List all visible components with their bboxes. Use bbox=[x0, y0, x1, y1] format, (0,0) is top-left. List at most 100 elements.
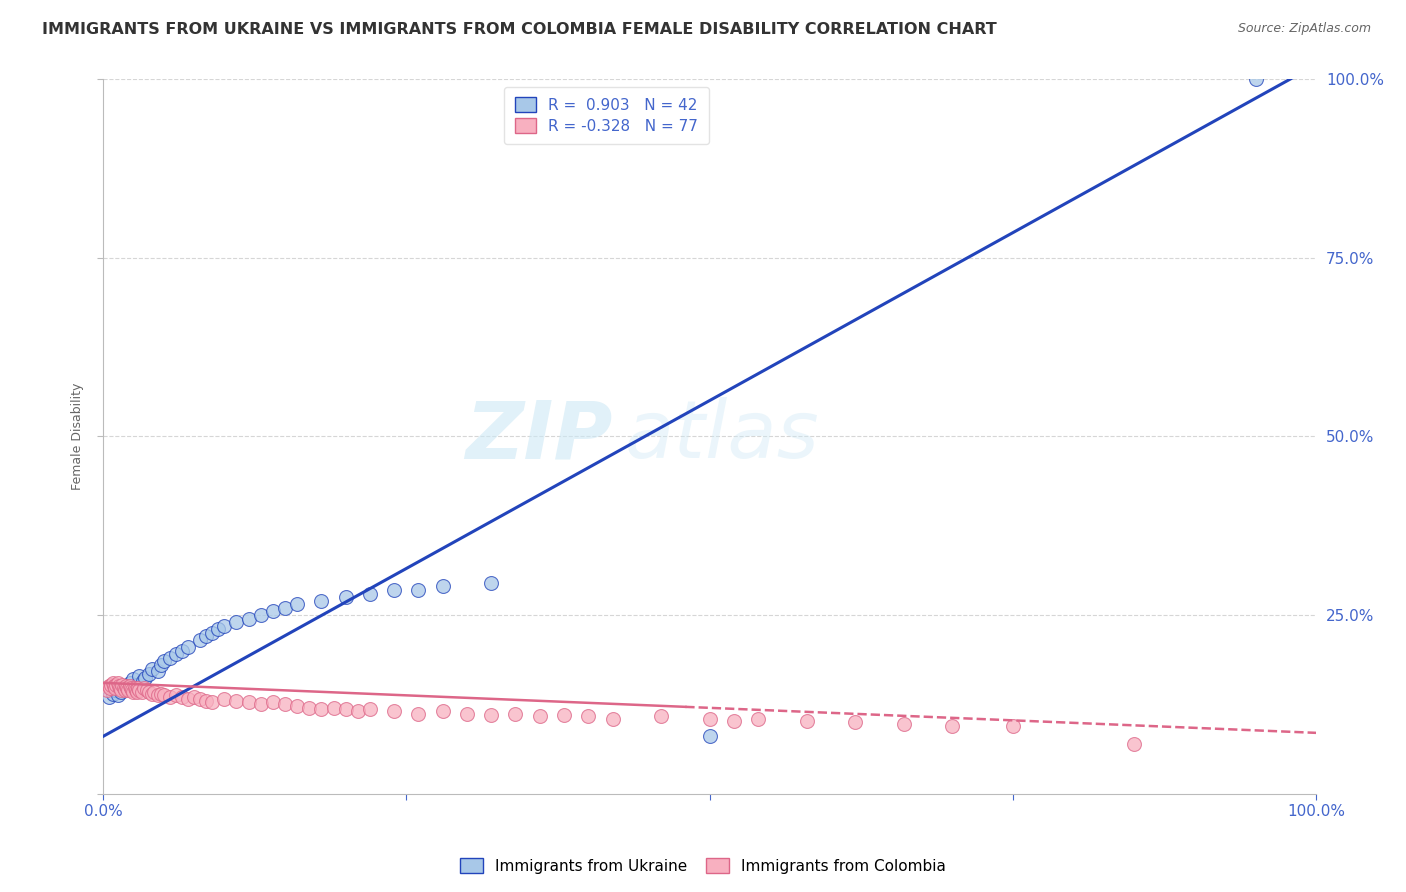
Text: ZIP: ZIP bbox=[465, 397, 613, 475]
Point bbox=[456, 706, 478, 721]
Point bbox=[285, 597, 308, 611]
Point bbox=[118, 676, 141, 690]
Point bbox=[359, 586, 381, 600]
Point bbox=[98, 681, 121, 695]
Point bbox=[138, 685, 160, 699]
Point bbox=[322, 701, 344, 715]
Point bbox=[1244, 72, 1267, 87]
Point bbox=[432, 579, 454, 593]
Point bbox=[165, 647, 187, 661]
Point bbox=[274, 600, 297, 615]
Point bbox=[117, 680, 139, 694]
Point bbox=[121, 683, 143, 698]
Point bbox=[170, 643, 193, 657]
Point bbox=[408, 706, 430, 721]
Y-axis label: Female Disability: Female Disability bbox=[72, 383, 84, 490]
Point bbox=[529, 709, 551, 723]
Point bbox=[112, 681, 135, 695]
Point bbox=[747, 712, 769, 726]
Point bbox=[146, 688, 169, 702]
Point bbox=[249, 607, 271, 622]
Point bbox=[122, 673, 145, 687]
Point bbox=[138, 666, 160, 681]
Point bbox=[141, 687, 163, 701]
Point bbox=[893, 716, 915, 731]
Point bbox=[432, 705, 454, 719]
Point bbox=[125, 685, 148, 699]
Point bbox=[170, 690, 193, 705]
Point bbox=[115, 680, 138, 694]
Point bbox=[346, 705, 368, 719]
Point bbox=[101, 676, 124, 690]
Point bbox=[110, 683, 132, 698]
Point bbox=[118, 680, 141, 694]
Point bbox=[150, 687, 173, 701]
Text: atlas: atlas bbox=[624, 397, 820, 475]
Point bbox=[262, 604, 284, 618]
Point bbox=[134, 681, 156, 695]
Point bbox=[96, 683, 118, 698]
Point bbox=[576, 709, 599, 723]
Point bbox=[335, 702, 357, 716]
Point bbox=[479, 708, 502, 723]
Point bbox=[505, 706, 527, 721]
Point bbox=[285, 699, 308, 714]
Point bbox=[225, 694, 247, 708]
Point bbox=[135, 683, 157, 698]
Point bbox=[98, 690, 121, 705]
Point bbox=[723, 714, 745, 728]
Point bbox=[699, 712, 721, 726]
Point bbox=[117, 681, 139, 695]
Point bbox=[195, 629, 218, 643]
Point bbox=[122, 685, 145, 699]
Point bbox=[108, 681, 131, 695]
Point bbox=[214, 618, 236, 632]
Point bbox=[214, 692, 236, 706]
Point bbox=[238, 695, 260, 709]
Point bbox=[553, 708, 575, 723]
Point bbox=[150, 657, 173, 672]
Point bbox=[650, 709, 672, 723]
Point bbox=[311, 593, 333, 607]
Legend: Immigrants from Ukraine, Immigrants from Colombia: Immigrants from Ukraine, Immigrants from… bbox=[454, 852, 952, 880]
Point bbox=[602, 712, 624, 726]
Point bbox=[107, 680, 129, 694]
Point bbox=[408, 582, 430, 597]
Point bbox=[249, 698, 271, 712]
Point bbox=[159, 690, 181, 705]
Point bbox=[177, 640, 200, 654]
Point bbox=[165, 688, 187, 702]
Point bbox=[125, 683, 148, 698]
Point bbox=[128, 683, 150, 698]
Point bbox=[298, 701, 321, 715]
Point bbox=[177, 692, 200, 706]
Point bbox=[114, 681, 136, 695]
Point bbox=[141, 661, 163, 675]
Point bbox=[117, 683, 139, 698]
Text: IMMIGRANTS FROM UKRAINE VS IMMIGRANTS FROM COLOMBIA FEMALE DISABILITY CORRELATIO: IMMIGRANTS FROM UKRAINE VS IMMIGRANTS FR… bbox=[42, 22, 997, 37]
Point bbox=[311, 702, 333, 716]
Point bbox=[142, 685, 165, 699]
Point bbox=[207, 622, 229, 636]
Point bbox=[111, 678, 134, 692]
Point bbox=[183, 690, 205, 705]
Point bbox=[941, 719, 963, 733]
Point bbox=[262, 695, 284, 709]
Point bbox=[699, 730, 721, 744]
Point bbox=[274, 698, 297, 712]
Point bbox=[100, 678, 122, 692]
Point bbox=[152, 654, 174, 668]
Point bbox=[188, 632, 211, 647]
Point bbox=[188, 692, 211, 706]
Point bbox=[1001, 719, 1024, 733]
Point bbox=[105, 678, 128, 692]
Point bbox=[152, 688, 174, 702]
Point bbox=[104, 683, 127, 698]
Point bbox=[101, 687, 124, 701]
Point bbox=[225, 615, 247, 629]
Point bbox=[335, 590, 357, 604]
Point bbox=[238, 611, 260, 625]
Point bbox=[104, 681, 127, 695]
Point bbox=[127, 681, 149, 695]
Text: Source: ZipAtlas.com: Source: ZipAtlas.com bbox=[1237, 22, 1371, 36]
